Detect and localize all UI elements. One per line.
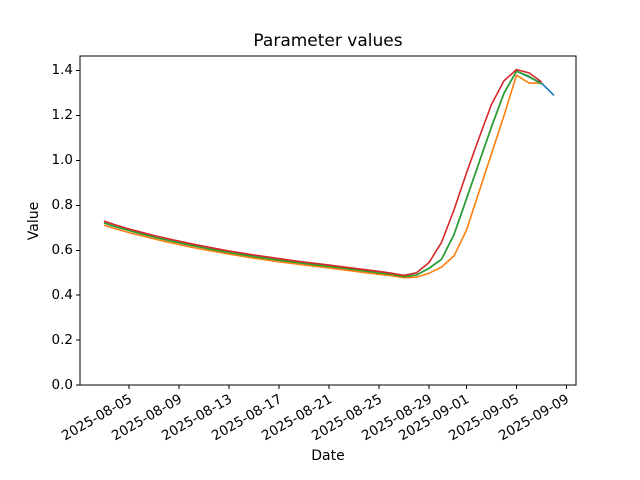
series-orange-line xyxy=(103,74,542,279)
y-tick-label: 0.6 xyxy=(51,241,73,258)
y-tick-label: 0.0 xyxy=(51,376,73,393)
y-tick-label: 1.4 xyxy=(51,62,73,79)
y-tick-label: 0.4 xyxy=(51,286,73,303)
series-red-line xyxy=(103,68,542,277)
y-tick-label: 0.8 xyxy=(51,196,73,213)
series-green-line xyxy=(103,70,542,278)
chart-title: Parameter values xyxy=(253,31,403,51)
series-blue-line xyxy=(103,70,555,278)
y-tick-label: 1.0 xyxy=(51,152,73,168)
x-axis-label: Date xyxy=(311,448,345,464)
axes-frame xyxy=(79,55,577,386)
y-tick-label: 0.2 xyxy=(51,331,73,348)
y-tick-label: 1.2 xyxy=(51,107,73,124)
